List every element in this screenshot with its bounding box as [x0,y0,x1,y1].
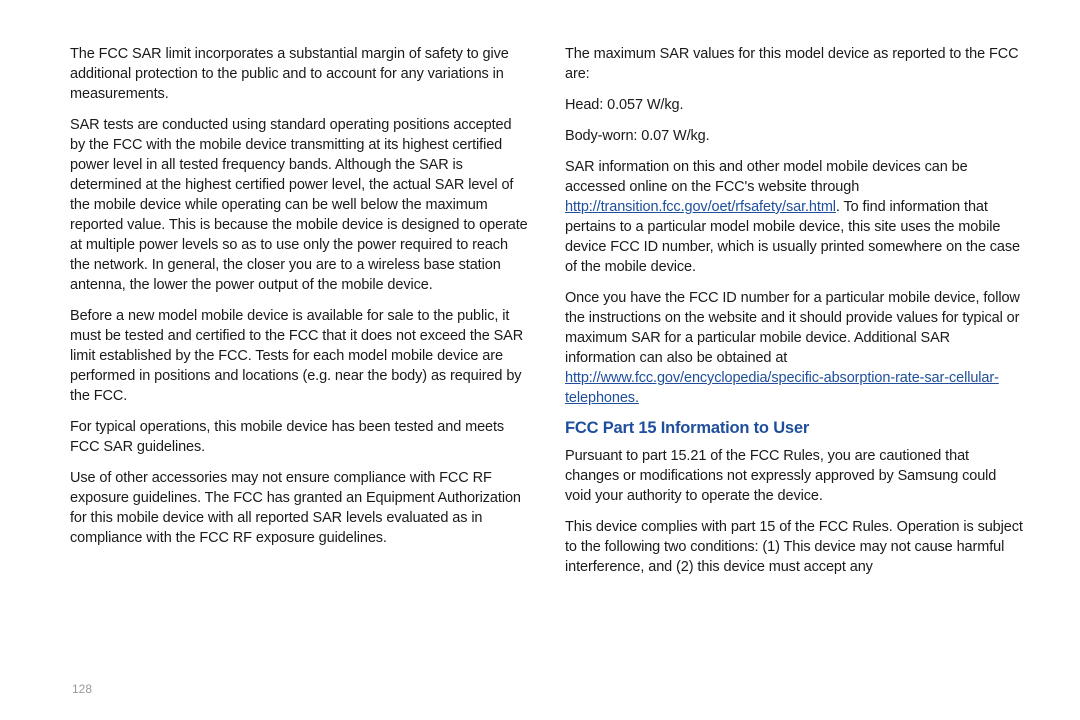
body-paragraph: The maximum SAR values for this model de… [565,44,1024,84]
section-heading: FCC Part 15 Information to User [565,419,1024,438]
body-text: Once you have the FCC ID number for a pa… [565,290,1020,366]
body-paragraph: SAR information on this and other model … [565,157,1024,277]
left-column: The FCC SAR limit incorporates a substan… [70,44,529,676]
body-paragraph: Before a new model mobile device is avai… [70,306,529,406]
body-paragraph: Use of other accessories may not ensure … [70,468,529,548]
body-paragraph: SAR tests are conducted using standard o… [70,115,529,295]
body-text: SAR information on this and other model … [565,159,968,195]
page-number: 128 [70,682,1024,696]
body-paragraph: Once you have the FCC ID number for a pa… [565,288,1024,408]
body-paragraph: For typical operations, this mobile devi… [70,417,529,457]
body-paragraph: Body-worn: 0.07 W/kg. [565,126,1024,146]
body-paragraph: Head: 0.057 W/kg. [565,95,1024,115]
body-paragraph: The FCC SAR limit incorporates a substan… [70,44,529,104]
right-column: The maximum SAR values for this model de… [565,44,1024,676]
body-paragraph: This device complies with part 15 of the… [565,517,1024,577]
fcc-sar-link[interactable]: http://transition.fcc.gov/oet/rfsafety/s… [565,199,836,215]
fcc-encyclopedia-link[interactable]: http://www.fcc.gov/encyclopedia/specific… [565,370,999,406]
document-page: The FCC SAR limit incorporates a substan… [0,0,1080,720]
two-column-layout: The FCC SAR limit incorporates a substan… [70,44,1024,676]
body-paragraph: Pursuant to part 15.21 of the FCC Rules,… [565,446,1024,506]
